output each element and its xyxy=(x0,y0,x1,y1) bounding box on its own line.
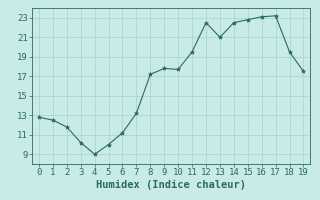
X-axis label: Humidex (Indice chaleur): Humidex (Indice chaleur) xyxy=(96,180,246,190)
